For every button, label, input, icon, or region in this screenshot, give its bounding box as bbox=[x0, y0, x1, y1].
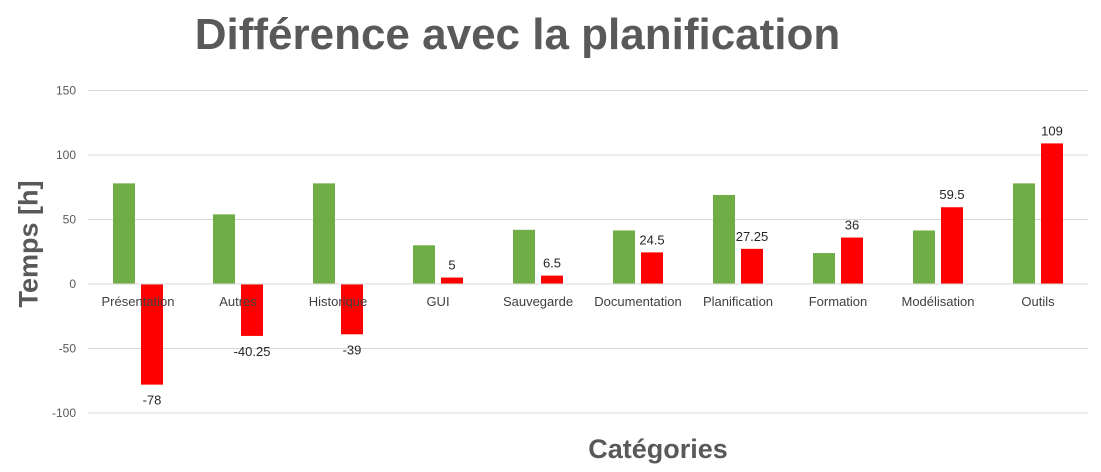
data-label: 5 bbox=[448, 258, 455, 273]
bar-planned bbox=[713, 194, 735, 284]
bar-planned bbox=[513, 229, 535, 284]
x-tick-label: Sauvegarde bbox=[503, 294, 573, 309]
x-tick-label: Présentation bbox=[102, 294, 175, 309]
x-tick-label: GUI bbox=[426, 294, 449, 309]
chart-title: Différence avec la planification bbox=[194, 10, 841, 59]
bar-planned bbox=[213, 214, 235, 284]
bar-planned bbox=[313, 183, 335, 284]
x-tick-label: Autres bbox=[219, 294, 257, 309]
y-tick-label: 0 bbox=[69, 277, 76, 291]
bar-difference bbox=[841, 237, 863, 284]
bar-difference bbox=[141, 284, 163, 385]
y-tick-label: -50 bbox=[59, 342, 77, 356]
bar-planned bbox=[413, 245, 435, 284]
x-tick-label: Planification bbox=[703, 294, 773, 309]
data-label: 36 bbox=[845, 218, 859, 233]
x-tick-label: Modélisation bbox=[902, 294, 975, 309]
bar-planned bbox=[613, 230, 635, 284]
bar-difference bbox=[241, 284, 263, 336]
x-axis-title: Catégories bbox=[588, 434, 728, 464]
data-label: 27.25 bbox=[736, 229, 769, 244]
y-tick-label: 100 bbox=[56, 148, 76, 162]
bar-difference bbox=[441, 277, 463, 284]
data-label: 6.5 bbox=[543, 256, 561, 271]
x-tick-label: Historique bbox=[309, 294, 368, 309]
y-tick-label: 50 bbox=[63, 213, 77, 227]
bar-planned bbox=[113, 183, 135, 284]
data-label: 24.5 bbox=[639, 232, 664, 247]
bar-planned bbox=[913, 230, 935, 284]
data-label: -40.25 bbox=[234, 344, 271, 359]
bar-difference bbox=[741, 248, 763, 284]
y-tick-label: 150 bbox=[56, 84, 76, 98]
bar-difference bbox=[1041, 143, 1063, 284]
data-label: 109 bbox=[1041, 123, 1063, 138]
bar-difference bbox=[941, 207, 963, 284]
bar-difference bbox=[541, 275, 563, 284]
bar-planned bbox=[1013, 183, 1035, 284]
x-tick-label: Outils bbox=[1021, 294, 1055, 309]
x-tick-label: Documentation bbox=[594, 294, 681, 309]
data-label: -78 bbox=[143, 393, 162, 408]
y-tick-label: -100 bbox=[52, 406, 76, 420]
data-label: -39 bbox=[343, 342, 362, 357]
bar-difference bbox=[341, 284, 363, 335]
x-tick-label: Formation bbox=[809, 294, 868, 309]
bar-difference bbox=[641, 252, 663, 284]
data-label: 59.5 bbox=[939, 187, 964, 202]
bar-planned bbox=[813, 253, 835, 284]
